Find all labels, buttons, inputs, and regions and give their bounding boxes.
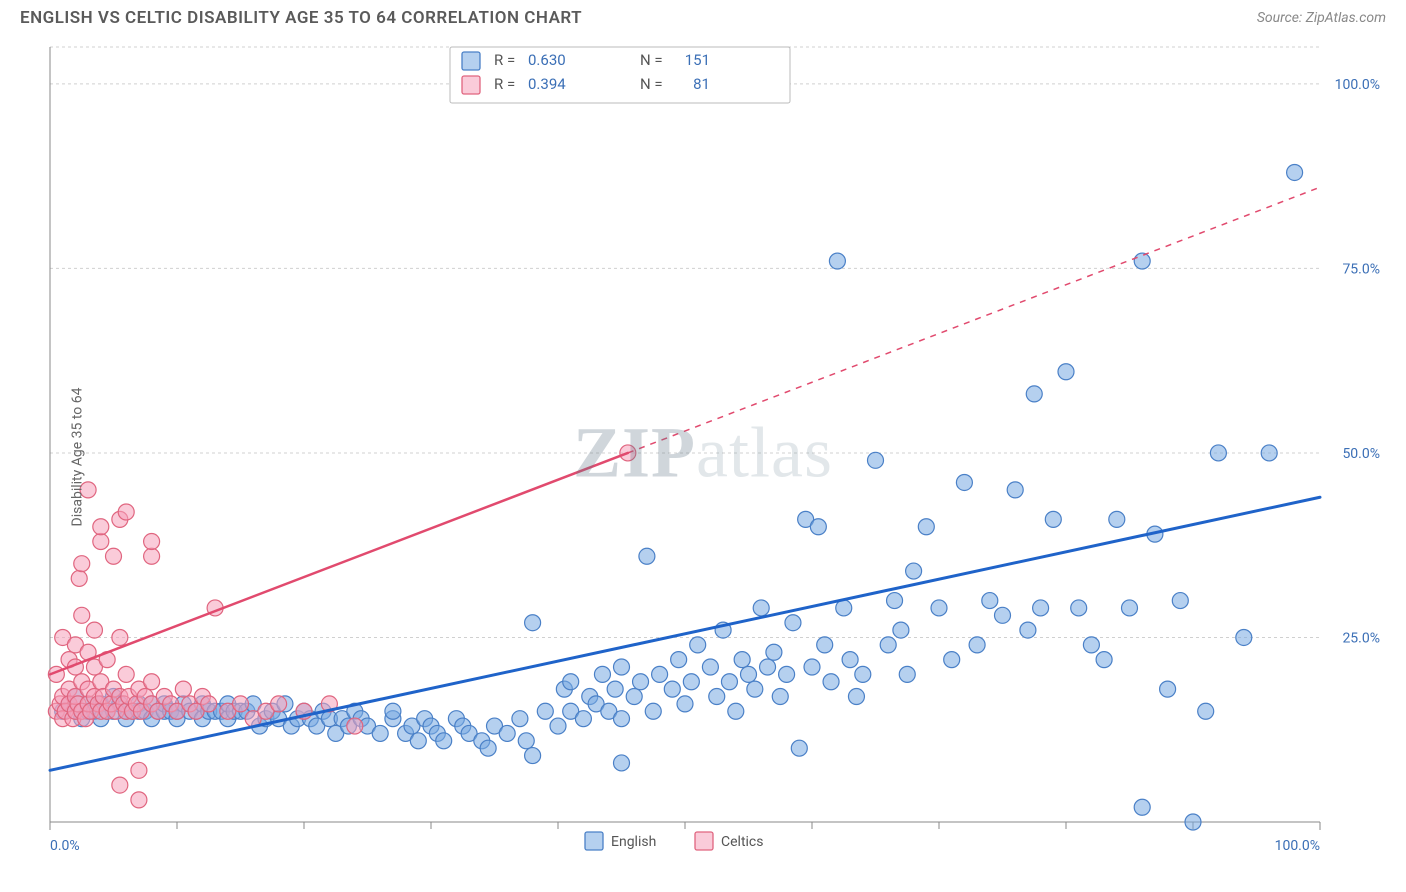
svg-text:Celtics: Celtics (721, 834, 763, 850)
svg-text:100.0%: 100.0% (1335, 77, 1380, 93)
svg-text:N =: N = (640, 75, 663, 93)
svg-text:75.0%: 75.0% (1342, 261, 1380, 277)
y-axis-label: Disability Age 35 to 64 (69, 388, 85, 527)
svg-text:English: English (611, 834, 656, 850)
chart-container: Disability Age 35 to 64 ZIPatlas 0.0%100… (0, 32, 1406, 882)
svg-text:25.0%: 25.0% (1342, 630, 1380, 646)
svg-text:0.0%: 0.0% (50, 838, 80, 854)
scatter-chart: 0.0% 100.0% 25.0% 50.0% 75.0% 100.0% R = 0.630 N… (0, 32, 1406, 882)
svg-text:R =: R = (494, 51, 515, 69)
svg-text:0.630: 0.630 (528, 51, 566, 69)
svg-text:151: 151 (685, 51, 710, 69)
svg-text:R =: R = (494, 75, 515, 93)
svg-text:81: 81 (693, 75, 710, 93)
svg-text:50.0%: 50.0% (1342, 446, 1380, 462)
svg-text:N =: N = (640, 51, 663, 69)
svg-text:100.0%: 100.0% (1275, 838, 1320, 854)
source-credit: Source: ZipAtlas.com (1257, 10, 1386, 26)
svg-text:0.394: 0.394 (528, 75, 566, 93)
chart-title: ENGLISH VS CELTIC DISABILITY AGE 35 TO 6… (20, 8, 582, 28)
